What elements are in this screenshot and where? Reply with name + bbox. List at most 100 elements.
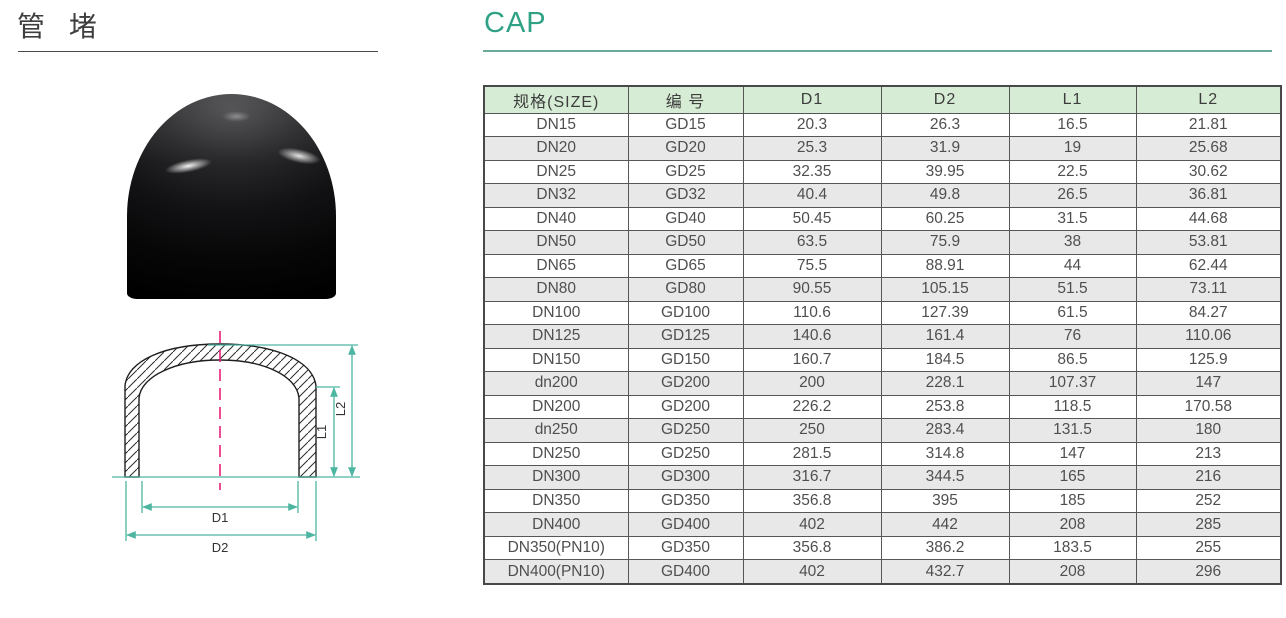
table-row: DN100 GD100 110.6 127.39 61.5 84.27 [483,300,1282,326]
dimension-diagram: L1 L2 D1 D2 [92,325,382,565]
table-cell: 60.25 [880,206,1010,232]
table-cell: 125.9 [1135,347,1282,373]
cap-logo-mark [218,110,255,123]
table-cell: 110.06 [1135,324,1282,349]
column-header: D1 [742,85,882,114]
table-cell: DN250 [483,441,629,467]
column-header: L2 [1135,85,1282,114]
table-cell: 180 [1135,418,1282,443]
table-cell: 314.8 [880,441,1010,467]
table-cell: 22.5 [1008,159,1137,185]
table-cell: 283.4 [880,418,1010,443]
page-title-en: CAP [484,7,547,39]
extension-lines [112,344,360,541]
table-cell: 395 [880,488,1010,514]
table-cell: 16.5 [1008,112,1137,138]
table-cell: 356.8 [742,535,882,561]
table-cell: DN300 [483,465,629,490]
table-cell: GD200 [627,394,744,420]
table-row: DN40 GD40 50.45 60.25 31.5 44.68 [483,206,1282,232]
table-cell: 107.37 [1008,371,1137,396]
table-cell: 86.5 [1008,347,1137,373]
table-cell: 253.8 [880,394,1010,420]
table-cell: 147 [1135,371,1282,396]
table-cell: 105.15 [880,277,1010,302]
table-cell: 131.5 [1008,418,1137,443]
table-row: DN65 GD65 75.5 88.91 44 62.44 [483,253,1282,279]
table-cell: 25.3 [742,136,882,161]
table-cell: GD125 [627,324,744,349]
table-cell: 386.2 [880,535,1010,561]
table-cell: DN32 [483,183,629,208]
table-cell: 285 [1135,512,1282,537]
table-cell: 316.7 [742,465,882,490]
table-cell: GD15 [627,112,744,138]
table-cell: 39.95 [880,159,1010,185]
table-cell: 160.7 [742,347,882,373]
table-row: dn250 GD250 250 283.4 131.5 180 [483,418,1282,443]
table-cell: DN150 [483,347,629,373]
table-cell: 402 [742,512,882,537]
table-cell: GD65 [627,253,744,279]
table-cell: 255 [1135,535,1282,561]
table-cell: 442 [880,512,1010,537]
table-cell: 184.5 [880,347,1010,373]
table-row: DN50 GD50 63.5 75.9 38 53.81 [483,230,1282,255]
column-header: 编 号 [627,85,744,114]
table-cell: 63.5 [742,230,882,255]
table-cell: DN100 [483,300,629,326]
spec-table-grid: 规格(SIZE) 编 号 D1 D2 L1 L2 DN15 GD15 20.3 26.3 16.5… [483,85,1282,585]
table-cell: GD350 [627,488,744,514]
table-cell: 36.81 [1135,183,1282,208]
table-cell: GD150 [627,347,744,373]
table-cell: 40.4 [742,183,882,208]
table-cell: 90.55 [742,277,882,302]
table-cell: GD32 [627,183,744,208]
page-title-cn: 管 堵 [17,11,105,42]
table-cell: 19 [1008,136,1137,161]
table-row: DN350(PN10) GD350 356.8 386.2 183.5 255 [483,535,1282,561]
title-underline-en [483,50,1272,52]
table-cell: 38 [1008,230,1137,255]
label-l2: L2 [333,402,348,416]
table-cell: DN25 [483,159,629,185]
table-cell: 20.3 [742,112,882,138]
table-cell: 21.81 [1135,112,1282,138]
table-cell: 402 [742,559,882,585]
table-cell: GD200 [627,371,744,396]
table-row: DN200 GD200 226.2 253.8 118.5 170.58 [483,394,1282,420]
table-row: DN400(PN10) GD400 402 432.7 208 296 [483,559,1282,585]
table-cell: 165 [1008,465,1137,490]
table-row: DN15 GD15 20.3 26.3 16.5 21.81 [483,112,1282,138]
diagram-svg: L1 L2 D1 D2 [112,331,360,555]
column-header: L1 [1008,85,1137,114]
table-cell: 50.45 [742,206,882,232]
table-cell: 356.8 [742,488,882,514]
table-cell: 31.5 [1008,206,1137,232]
table-cell: 75.9 [880,230,1010,255]
table-cell: 208 [1008,512,1137,537]
table-cell: 44.68 [1135,206,1282,232]
table-cell: GD250 [627,441,744,467]
table-cell: 185 [1008,488,1137,514]
table-cell: 88.91 [880,253,1010,279]
table-cell: 226.2 [742,394,882,420]
table-cell: DN15 [483,112,629,138]
table-cell: dn250 [483,418,629,443]
table-cell: 344.5 [880,465,1010,490]
table-cell: GD400 [627,512,744,537]
table-cell: 170.58 [1135,394,1282,420]
label-l1: L1 [314,425,329,439]
table-cell: 26.3 [880,112,1010,138]
table-cell: 140.6 [742,324,882,349]
table-cell: GD250 [627,418,744,443]
table-row: DN250 GD250 281.5 314.8 147 213 [483,441,1282,467]
column-header: D2 [880,85,1010,114]
table-row: DN80 GD80 90.55 105.15 51.5 73.11 [483,277,1282,302]
table-cell: DN50 [483,230,629,255]
table-row: dn200 GD200 200 228.1 107.37 147 [483,371,1282,396]
table-cell: 208 [1008,559,1137,585]
column-header: 规格(SIZE) [483,85,629,114]
table-cell: 281.5 [742,441,882,467]
table-cell: 49.8 [880,183,1010,208]
